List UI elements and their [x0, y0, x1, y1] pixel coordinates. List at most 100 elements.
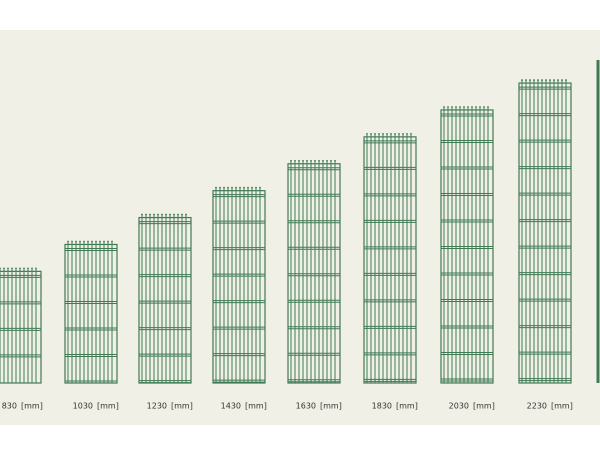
panel-frame [212, 190, 266, 384]
panel-frame [518, 82, 572, 384]
fence-panel [518, 79, 572, 384]
panel-unit: [mm] [97, 402, 119, 411]
wire-tip [471, 106, 473, 108]
wire-tip [475, 106, 477, 108]
wire-tip [298, 159, 300, 162]
wire-tip [410, 132, 412, 135]
wire-tip [366, 132, 368, 135]
wire-tip [227, 186, 229, 189]
wire-tip [290, 159, 292, 162]
fence-panel [363, 132, 417, 384]
wire-tip [398, 132, 400, 135]
wire-tip [141, 213, 143, 216]
wire-tip [326, 159, 328, 162]
wire-tip [322, 159, 324, 162]
wire-tip [103, 240, 105, 243]
wire-tip [19, 267, 21, 270]
fence-panel [440, 106, 494, 384]
wire-tip [27, 267, 29, 270]
panel-label: 2030 [449, 402, 469, 411]
wire-tip [145, 213, 147, 216]
wire-tip [557, 79, 559, 81]
wire-tip [235, 186, 237, 189]
wire-tip [479, 106, 481, 108]
panel-unit: [mm] [473, 402, 495, 411]
wire-tip [259, 186, 261, 189]
wire-tip [157, 213, 159, 216]
wire-tip [443, 106, 445, 108]
wire-tip [390, 132, 392, 135]
wire-tip [243, 186, 245, 189]
wire-tip [521, 79, 523, 81]
wire-tip [394, 132, 396, 135]
wire-tip [181, 213, 183, 216]
wire-tip [7, 267, 9, 270]
wire-tip [310, 159, 312, 162]
wire-tip [330, 159, 332, 162]
wire-tip [165, 213, 167, 216]
wire-tip [374, 132, 376, 135]
wire-tip [455, 106, 457, 108]
wire-tip [402, 132, 404, 135]
wire-tip [173, 213, 175, 216]
wire-tip [255, 186, 257, 189]
wire-tip [3, 267, 5, 270]
wire-tip [83, 240, 85, 243]
backdrop [0, 30, 600, 425]
wire-tip [541, 79, 543, 81]
wire-tip [169, 213, 171, 216]
wire-tip [87, 240, 89, 243]
wire-tip [219, 186, 221, 189]
wire-tip [306, 159, 308, 162]
wire-tip [459, 106, 461, 108]
panel-unit: [mm] [320, 402, 342, 411]
wire-tip [71, 240, 73, 243]
wire-tip [545, 79, 547, 81]
panel-label: 2230 [527, 402, 547, 411]
panel-frame [363, 136, 417, 384]
fence-panel [212, 186, 266, 384]
wire-tip [467, 106, 469, 108]
wire-tip [537, 79, 539, 81]
panel-frame [0, 270, 42, 384]
wire-tip [91, 240, 93, 243]
wire-tip [239, 186, 241, 189]
wire-tip [549, 79, 551, 81]
fence-panel [138, 213, 192, 384]
wire-tip [553, 79, 555, 81]
panel-unit: [mm] [396, 402, 418, 411]
wire-tip [294, 159, 296, 162]
wire-tip [370, 132, 372, 135]
wire-tip [99, 240, 101, 243]
panel-unit: [mm] [551, 402, 573, 411]
wire-tip [11, 267, 13, 270]
wire-tip [177, 213, 179, 216]
panel-label: 1830 [372, 402, 392, 411]
wire-tip [561, 79, 563, 81]
wire-tip [223, 186, 225, 189]
panel-label: 1230 [147, 402, 167, 411]
fence-panel [287, 159, 341, 384]
wire-tip [302, 159, 304, 162]
wire-tip [215, 186, 217, 189]
panel-unit: [mm] [171, 402, 193, 411]
wire-tip [107, 240, 109, 243]
wire-tip [251, 186, 253, 189]
wire-tip [447, 106, 449, 108]
wire-tip [15, 267, 17, 270]
wire-tip [525, 79, 527, 81]
fence-panel [64, 240, 118, 384]
wire-tip [463, 106, 465, 108]
panel-unit: [mm] [245, 402, 267, 411]
wire-tip [111, 240, 113, 243]
wire-tip [161, 213, 163, 216]
wire-tip [149, 213, 151, 216]
wire-tip [153, 213, 155, 216]
wire-tip [483, 106, 485, 108]
wire-tip [382, 132, 384, 135]
wire-tip [35, 267, 37, 270]
wire-tip [451, 106, 453, 108]
wire-tip [75, 240, 77, 243]
fence-panel [0, 267, 42, 384]
